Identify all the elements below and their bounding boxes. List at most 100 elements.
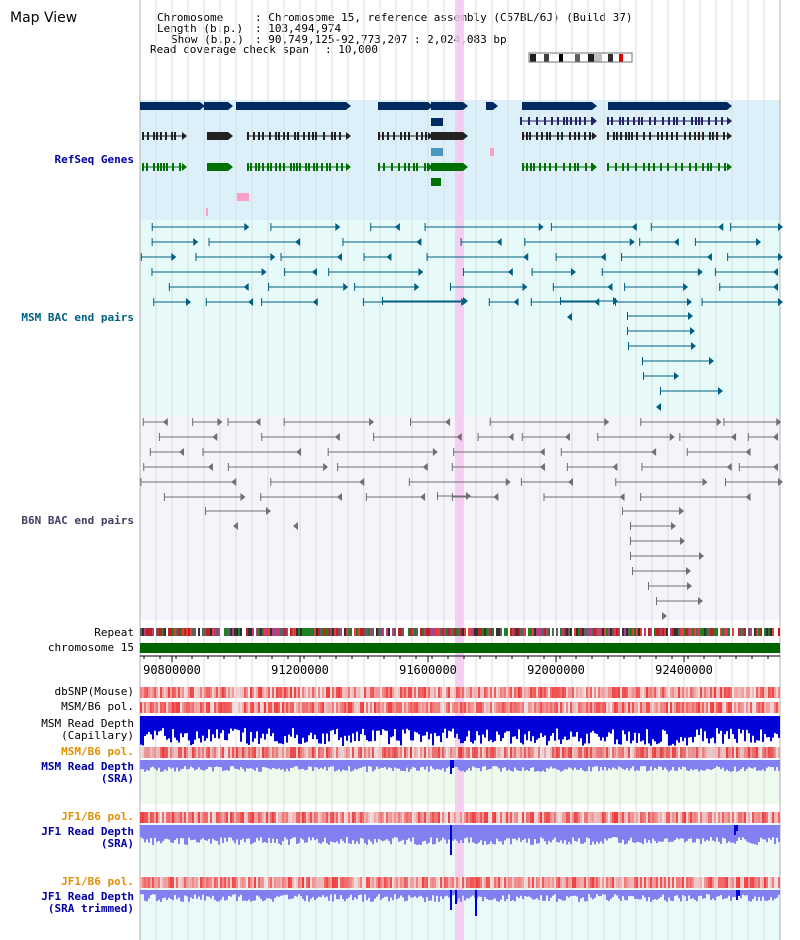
jf1-depth-bar: [440, 825, 442, 841]
dbsnp-heat-cell: [156, 687, 158, 698]
b6n-bac-end: [336, 493, 342, 501]
jf1-depth-bar: [528, 825, 530, 839]
msm-b6-pol2-heat-cell: [726, 747, 728, 758]
msm-b6-pol-heat-cell: [548, 702, 550, 713]
dbsnp-heat-cell: [420, 687, 422, 698]
jf1-b6-pol-heat-cell: [142, 812, 144, 823]
dbsnp-heat-cell: [404, 687, 406, 698]
jf1-depth-bar: [226, 825, 228, 842]
jf1-b6-pol2-heat-cell: [456, 877, 458, 888]
msm-depth-sra-bar: [368, 760, 370, 767]
msm-b6-pol2-heat-cell: [658, 747, 660, 758]
jf1-b6-pol2-heat-cell: [470, 877, 472, 888]
msm-b6-pol2-heat-cell: [272, 747, 274, 758]
b6n-bac-end: [327, 448, 329, 456]
msm-depth-sra-bar: [300, 760, 302, 770]
jf1-depth-bar: [772, 825, 774, 838]
dbsnp-heat-cell: [376, 687, 378, 698]
gene-exon: [549, 163, 551, 171]
jf1-depth-bar: [358, 825, 360, 844]
ideogram-band: [613, 54, 619, 62]
jf1-depth-trim-bar: [482, 890, 484, 902]
msm-depth-capillary-bar: [678, 716, 680, 743]
track-label-msm-bac[interactable]: MSM BAC end pairs: [21, 311, 134, 324]
jf1-depth-bar: [338, 825, 340, 844]
msm-depth-sra-bar: [198, 760, 200, 768]
msm-b6-pol2-heat-cell: [704, 747, 706, 758]
msm-b6-pol-heat-cell: [168, 702, 170, 713]
jf1-b6-pol2-heat-cell: [346, 877, 348, 888]
jf1-b6-pol2-heat-cell: [524, 877, 526, 888]
jf1-depth-bar: [724, 825, 726, 839]
jf1-depth-bar: [436, 825, 438, 838]
msm-depth-capillary-bar: [348, 716, 350, 736]
msm-bac-end: [524, 238, 526, 246]
msm-depth-sra-bar: [564, 760, 566, 770]
msm-b6-pol2-heat-cell: [154, 747, 156, 758]
repeat-block: [700, 628, 702, 636]
jf1-depth-trim-bar: [460, 890, 462, 902]
jf1-b6-pol-heat-cell: [218, 812, 220, 823]
msm-b6-pol-heat-cell: [574, 702, 576, 713]
jf1-b6-pol2-heat-cell: [508, 877, 510, 888]
jf1-depth-trim-bar: [644, 890, 646, 898]
msm-depth-capillary-bar: [730, 716, 732, 729]
msm-depth-sra-bar: [762, 760, 764, 770]
msm-b6-pol-heat-cell: [502, 702, 504, 713]
msm-b6-pol-heat-cell: [736, 702, 738, 713]
msm-b6-pol2-heat-cell: [302, 747, 304, 758]
jf1-depth-bar: [504, 825, 506, 841]
track-label-refseq[interactable]: RefSeq Genes: [54, 153, 134, 166]
jf1-b6-pol2-heat-cell: [478, 877, 480, 888]
msm-b6-pol-heat-cell: [698, 702, 700, 713]
repeat-block: [732, 628, 734, 636]
jf1-b6-pol2-heat-cell: [690, 877, 692, 888]
msm-b6-pol2-heat-cell: [756, 747, 758, 758]
gene-exon: [530, 163, 532, 171]
jf1-depth-bar: [160, 825, 162, 844]
jf1-b6-pol-heat-cell: [762, 812, 764, 823]
repeat-block: [740, 628, 742, 636]
repeat-block: [608, 628, 610, 636]
repeat-block: [648, 628, 650, 636]
dbsnp-heat-cell: [296, 687, 298, 698]
jf1-depth-trim-bar: [180, 890, 182, 902]
jf1-depth-trim-bar: [272, 890, 274, 902]
msm-b6-pol-heat-cell: [334, 702, 336, 713]
msm-bac-end: [560, 297, 561, 305]
msm-b6-pol2-heat-cell: [244, 747, 246, 758]
b6n-bac-end: [566, 463, 568, 471]
jf1-b6-pol2-heat-cell: [688, 877, 690, 888]
jf1-depth-bar: [488, 825, 490, 845]
msm-depth-capillary-bar: [388, 716, 390, 745]
gene-exon: [416, 132, 418, 140]
jf1-b6-pol-heat-cell: [548, 812, 550, 823]
jf1-b6-pol2-heat-cell: [540, 877, 542, 888]
jf1-b6-pol2-heat-cell: [252, 877, 254, 888]
jf1-b6-pol2-heat-cell: [158, 877, 160, 888]
jf1-depth-trim-bar: [278, 890, 280, 897]
msm-depth-capillary-bar: [778, 716, 780, 738]
msm-b6-pol-heat-cell: [254, 702, 256, 713]
repeat-block: [240, 628, 242, 636]
msm-b6-pol-heat-cell: [416, 702, 418, 713]
msm-depth-sra-bar: [466, 760, 468, 771]
chromosome-ideogram[interactable]: [528, 52, 634, 63]
dbsnp-heat-cell: [696, 687, 698, 698]
repeat-block: [444, 628, 446, 636]
repeat-block: [484, 628, 486, 636]
jf1-depth-trim-bar: [152, 890, 154, 895]
repeat-block: [672, 628, 674, 636]
msm-b6-pol-heat-cell: [220, 702, 222, 713]
repeat-block: [500, 628, 502, 636]
jf1-b6-pol2-heat-cell: [596, 877, 598, 888]
msm-b6-pol-heat-cell: [762, 702, 764, 713]
msm-depth-sra-bar: [534, 760, 536, 772]
track-label-b6n-bac[interactable]: B6N BAC end pairs: [21, 514, 134, 527]
msm-b6-pol2-heat-cell: [234, 747, 236, 758]
b6n-bac-end: [451, 463, 453, 471]
repeat-block: [464, 628, 466, 636]
msm-b6-pol2-heat-cell: [434, 747, 436, 758]
msm-depth-capillary-bar: [742, 716, 744, 730]
